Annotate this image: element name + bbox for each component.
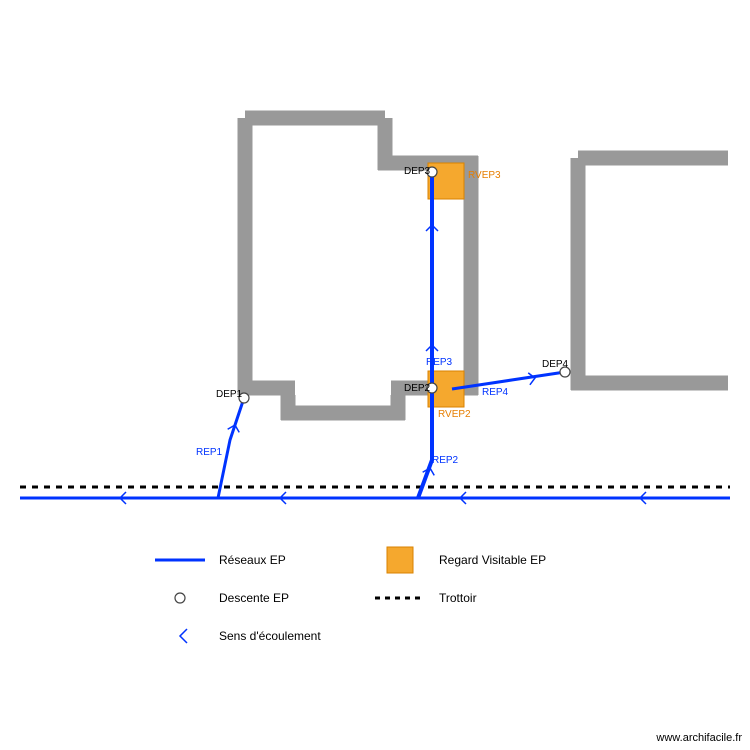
legend-label: Sens d'écoulement — [219, 629, 321, 643]
descente-label: DEP2 — [404, 383, 431, 394]
descente-label: DEP3 — [404, 166, 431, 177]
legend-square-icon — [387, 547, 413, 573]
legend-label: Regard Visitable EP — [439, 553, 546, 567]
legend-circle-icon — [175, 593, 185, 603]
pipe-label: REP3 — [426, 357, 453, 368]
footer-link: www.archifacile.fr — [656, 732, 742, 744]
pipe-label: REP1 — [196, 447, 223, 458]
pipe-label: REP4 — [482, 387, 509, 398]
pipe-label: REP2 — [432, 455, 459, 466]
descente-label: DEP4 — [542, 359, 569, 370]
regard-label: RVEP3 — [468, 170, 501, 181]
legend-label: Réseaux EP — [219, 553, 286, 567]
regard-label: RVEP2 — [438, 409, 471, 420]
legend-label: Trottoir — [439, 591, 477, 605]
legend-label: Descente EP — [219, 591, 289, 605]
descente-label: DEP1 — [216, 389, 243, 400]
flow-arrow-icon — [180, 629, 187, 643]
